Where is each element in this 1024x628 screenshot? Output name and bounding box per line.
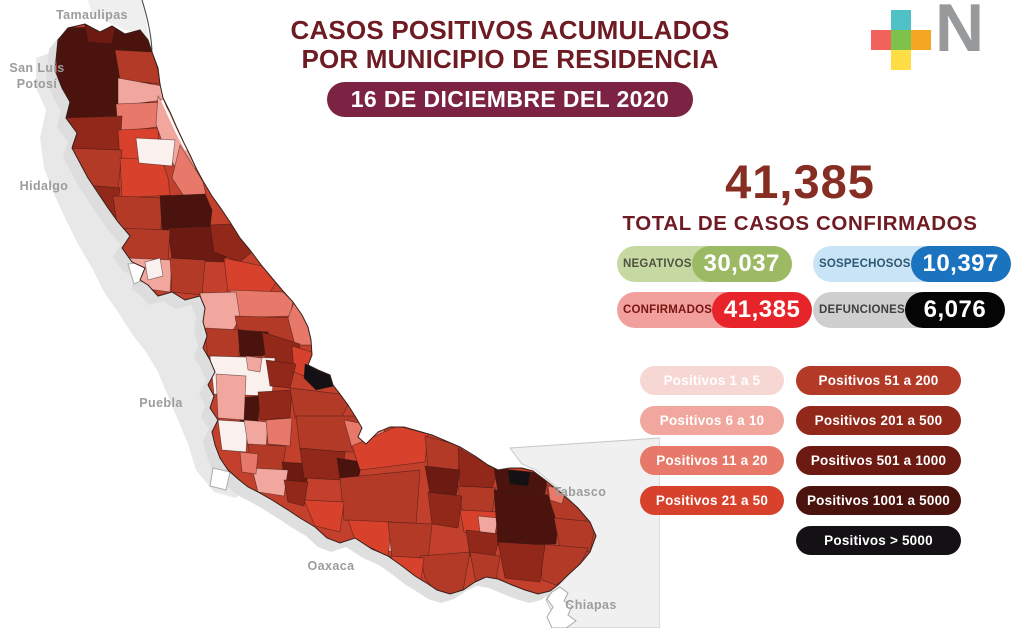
stat-label: SOSPECHOSOS	[819, 258, 911, 270]
legend-pill: Positivos 201 a 500	[796, 406, 961, 435]
puebla-cell-3	[209, 467, 231, 491]
map-cell	[265, 417, 293, 447]
logo-plus-bottom-square	[891, 50, 911, 70]
legend-pill: Positivos 1 a 5	[640, 366, 784, 395]
nmas-logo: N	[871, 0, 1003, 80]
legend-pill: Positivos > 5000	[796, 526, 961, 555]
chiapas-outline	[546, 586, 577, 628]
stat-pill-confirmados: CONFIRMADOS 41,385	[617, 292, 813, 328]
logo-plus-left-square	[871, 30, 891, 50]
map-cell	[419, 551, 471, 594]
map-cell	[243, 419, 269, 449]
total-confirmed-value: 41,385	[725, 155, 875, 208]
date-badge: 16 DE DICIEMBRE DEL 2020	[326, 82, 694, 118]
stat-value-chip: 41,385	[712, 292, 813, 328]
map-cell	[169, 257, 206, 296]
logo-n-letter: N	[935, 0, 985, 66]
stat-label: CONFIRMADOS	[623, 304, 713, 316]
stat-value-chip: 6,076	[904, 292, 1005, 328]
map-cell	[457, 485, 497, 515]
page-title-line1: CASOS POSITIVOS ACUMULADOS	[290, 15, 730, 45]
west-states-area	[36, 50, 244, 498]
legend-pill: Positivos 6 a 10	[640, 406, 784, 435]
page-title-line2: POR MUNICIPIO DE RESIDENCIA	[301, 44, 719, 75]
map-cell	[477, 515, 499, 535]
map-cell	[199, 291, 241, 331]
map-cell	[257, 389, 293, 421]
title-block: CASOS POSITIVOS ACUMULADOS POR MUNICIPIO…	[286, 15, 734, 118]
state-label: Potosí	[17, 77, 58, 91]
legend-pill: Positivos 11 a 20	[640, 446, 784, 475]
tamaulipas-area	[88, 0, 152, 52]
state-label: Oaxaca	[308, 559, 356, 573]
map-cell	[144, 257, 164, 281]
logo-plus-top-square	[891, 10, 911, 30]
map-cell	[303, 499, 345, 533]
stat-value-chip: 30,037	[691, 246, 792, 282]
map-cell	[339, 469, 421, 526]
stat-pill-defunciones: DEFUNCIONES 6,076	[813, 292, 1005, 328]
legend-column-left: Positivos 1 a 5 Positivos 6 a 10 Positivos…	[640, 366, 784, 515]
state-label: San Luis	[9, 61, 64, 75]
state-outline	[54, 23, 597, 595]
map-cell	[245, 355, 263, 373]
map-cell	[427, 491, 463, 529]
total-confirmed-label: TOTAL DE CASOS CONFIRMADOS	[622, 212, 978, 235]
map-cell	[507, 469, 531, 487]
legend-column-right: Positivos 51 a 200 Positivos 201 a 500 Pos…	[796, 366, 961, 555]
stat-pill-negativos: NEGATIVOS 30,037	[617, 246, 792, 282]
stat-pill-sospechosos: SOSPECHOSOS 10,397	[813, 246, 1011, 282]
map-cell	[159, 193, 213, 231]
map-cell	[387, 521, 433, 561]
state-label: Chiapas	[565, 598, 616, 612]
map-cell	[457, 447, 499, 489]
map-cell	[251, 467, 289, 497]
stat-value-chip: 10,397	[910, 246, 1011, 282]
state-label: Puebla	[139, 396, 183, 410]
stat-label: DEFUNCIONES	[819, 304, 905, 316]
state-label: Tabasco	[554, 485, 607, 499]
map-cell	[493, 489, 561, 546]
logo-plus-center-square	[891, 30, 911, 50]
legend-pill: Positivos 1001 a 5000	[796, 486, 961, 515]
map-cell	[217, 419, 249, 453]
map-cell	[283, 479, 309, 507]
map-cell	[289, 387, 349, 421]
state-label: Hidalgo	[20, 179, 69, 193]
stat-label: NEGATIVOS	[623, 258, 692, 270]
state-label: Tamaulipas	[56, 8, 128, 22]
legend-pill: Positivos 21 a 50	[640, 486, 784, 515]
map-cell	[135, 137, 176, 167]
legend-pill: Positivos 51 a 200	[796, 366, 961, 395]
map-cell	[203, 327, 243, 359]
veracruz-choropleth-map: Tamaulipas San Luis Potosí Hidalgo Puebla Oax…	[9, 0, 660, 628]
map-cell	[239, 451, 259, 475]
tamiahua-lagoon	[160, 99, 187, 151]
map-cell	[171, 144, 207, 199]
legend-pill: Positivos 501 a 1000	[796, 446, 961, 475]
stats-panel: NEGATIVOS 30,037 SOSPECHOSOS 10,397 CONFIRMA…	[617, 246, 1011, 328]
map-legend: Positivos 1 a 5 Positivos 6 a 10 Positivos…	[640, 366, 961, 555]
map-cell	[497, 541, 546, 583]
map-cell	[83, 24, 117, 45]
map-cell	[215, 373, 247, 421]
logo-plus-right-square	[911, 30, 931, 50]
